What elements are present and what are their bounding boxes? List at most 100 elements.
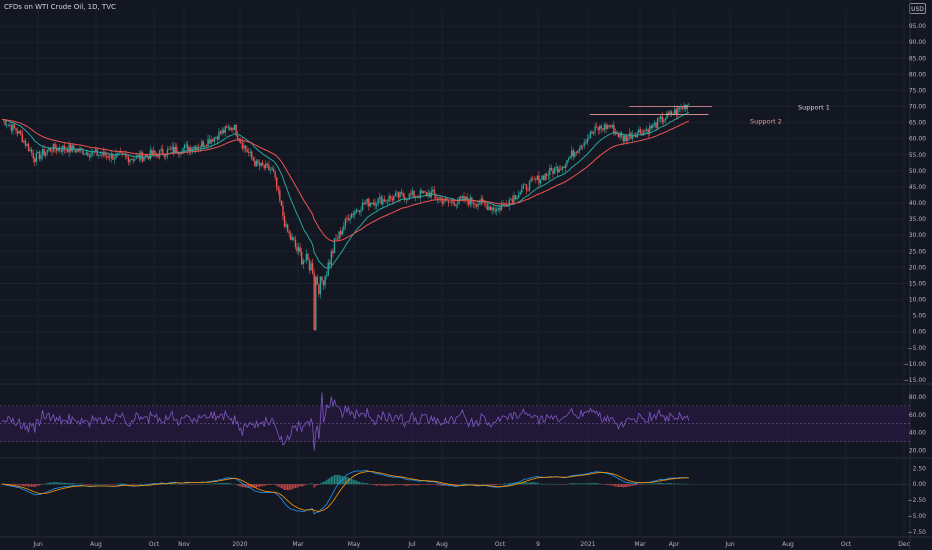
candle-body (402, 193, 404, 197)
candle-body (30, 149, 33, 153)
candle-body (464, 196, 467, 201)
candle-body (450, 201, 453, 203)
macd-histogram-bar (18, 484, 20, 486)
candle-body (354, 212, 356, 215)
candle-body (266, 163, 269, 166)
candle-body (639, 129, 642, 133)
candle-body (379, 196, 381, 199)
candle-body (318, 284, 320, 295)
candle-body (358, 210, 361, 213)
macd-histogram-bar (349, 478, 351, 485)
candle-body (127, 156, 130, 163)
macd-histogram-bar (282, 484, 284, 490)
candle-body (212, 139, 214, 142)
x-tick-label: 9 (536, 541, 540, 548)
macd-histogram-bar (54, 482, 56, 485)
signal-line (2, 471, 689, 512)
candle-body (347, 218, 350, 221)
macd-histogram-bar (475, 484, 478, 485)
candle-body (18, 130, 20, 134)
macd-histogram-bar (336, 474, 339, 485)
macd-histogram-bar (79, 483, 81, 485)
candle-body (102, 151, 105, 156)
macd-histogram-bar (354, 480, 356, 485)
candle-body (655, 122, 657, 129)
macd-histogram-bar (652, 483, 654, 485)
candle-body (393, 196, 395, 201)
candle-body (163, 154, 166, 157)
candle-body (416, 196, 418, 197)
x-tick-label: Aug (436, 541, 448, 548)
macd-histogram-bar (397, 484, 400, 486)
macd-histogram-bar (538, 483, 540, 485)
candle-body (302, 260, 304, 265)
macd-histogram-bar (528, 482, 531, 485)
macd-histogram-bar (411, 484, 414, 485)
candle-body (124, 154, 127, 156)
candle-body (563, 166, 565, 169)
macd-histogram-bar (330, 476, 332, 485)
macd-histogram-bar (524, 481, 526, 485)
macd-histogram-bar (464, 483, 467, 485)
candle-body (436, 197, 439, 199)
candle-body (276, 177, 278, 188)
candle-body (396, 192, 398, 194)
candle-body (625, 135, 628, 141)
macd-histogram-bar (664, 483, 666, 485)
candle-body (585, 142, 587, 144)
macd-histogram-bar (669, 483, 671, 485)
macd-histogram-bar (316, 484, 318, 486)
candle-body (272, 168, 275, 172)
candle-body (556, 166, 559, 173)
y-tick-label: −15.00 (904, 377, 926, 384)
macd-histogram-bar (71, 483, 73, 485)
candle-body (283, 216, 286, 227)
candle-body (286, 224, 289, 232)
macd-histogram-bar (628, 484, 631, 487)
candle-body (474, 204, 476, 205)
candle-body (140, 152, 142, 160)
macd-histogram-bar (491, 484, 493, 485)
candle-body (497, 207, 500, 210)
candle-body (222, 129, 225, 133)
macd-histogram-bar (68, 482, 70, 485)
candle-body (572, 150, 574, 157)
macd-histogram-bar (597, 483, 599, 485)
macd-histogram-bar (24, 484, 27, 487)
candle-body (251, 151, 253, 158)
candle-body (315, 276, 317, 331)
macd-histogram-bar (66, 483, 69, 485)
candle-body (553, 167, 556, 174)
candle-body (577, 150, 579, 154)
candle-body (631, 134, 634, 139)
macd-histogram-bar (288, 484, 290, 490)
macd-histogram-bar (536, 482, 538, 485)
candle-body (252, 157, 254, 161)
candle-body (574, 152, 576, 157)
candle-body (210, 139, 212, 144)
macd-histogram-bar (290, 484, 292, 490)
axis-labels: Jun Aug Oct Nov 2020 Mar May Jul Aug Oct 9 2021 Mar A… (32, 23, 926, 548)
candle-body (240, 140, 242, 143)
x-tick-label: Mar (292, 541, 304, 548)
macd-histogram-bar (120, 483, 122, 485)
macd-histogram-bar (416, 484, 418, 486)
macd-histogram-bar (215, 483, 217, 485)
x-tick-label: Oct (495, 541, 506, 548)
candle-body (290, 233, 292, 240)
macd-histogram-bar (257, 484, 259, 488)
candle-body (567, 157, 570, 161)
candle-body (226, 126, 228, 128)
candle-body (683, 105, 685, 109)
candle-body (410, 193, 412, 195)
candle-body (316, 276, 318, 285)
candle-body (9, 124, 11, 126)
candle-body (77, 149, 80, 152)
macd-histogram-bar (366, 483, 368, 485)
candle-body (91, 151, 94, 154)
macd-histogram-bar (283, 484, 286, 491)
candle-body (282, 205, 284, 217)
macd-histogram-bar (315, 484, 317, 486)
macd-histogram-bar (246, 484, 248, 488)
